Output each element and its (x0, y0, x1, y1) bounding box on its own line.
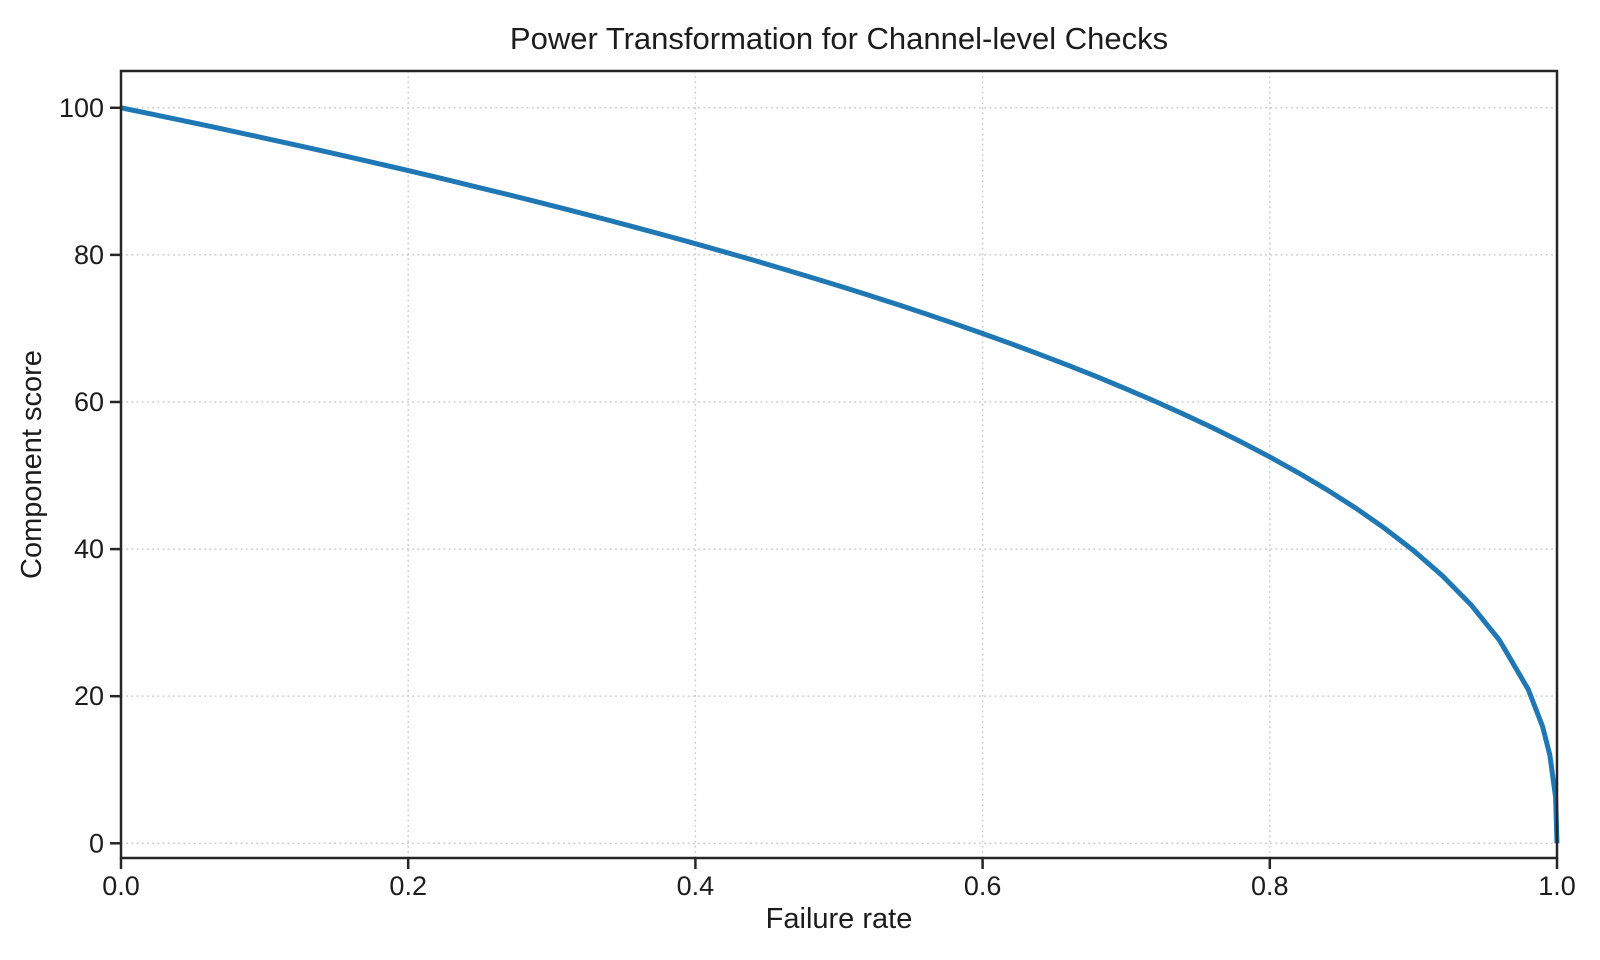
x-tick-label: 0.8 (1251, 871, 1289, 901)
plot-border (119, 69, 1559, 860)
y-axis-label: Component score (16, 350, 48, 579)
x-tick-label: 0.2 (389, 871, 427, 901)
y-tick-label: 0 (89, 828, 104, 858)
y-tick-label: 20 (74, 681, 104, 711)
x-tick-label: 0.6 (964, 871, 1002, 901)
y-tick-label: 100 (59, 93, 104, 123)
y-tick-label: 60 (74, 387, 104, 417)
data-curve (120, 105, 1560, 844)
x-tick-label: 0.0 (102, 871, 140, 901)
x-tick-label: 1.0 (1538, 871, 1576, 901)
x-axis-label: Failure rate (765, 903, 913, 935)
y-tick-label: 80 (74, 240, 104, 270)
y-tick-label: 40 (74, 534, 104, 564)
chart-title: Power Transformation for Channel-level C… (509, 21, 1169, 56)
x-tick-label: 0.4 (677, 871, 715, 901)
